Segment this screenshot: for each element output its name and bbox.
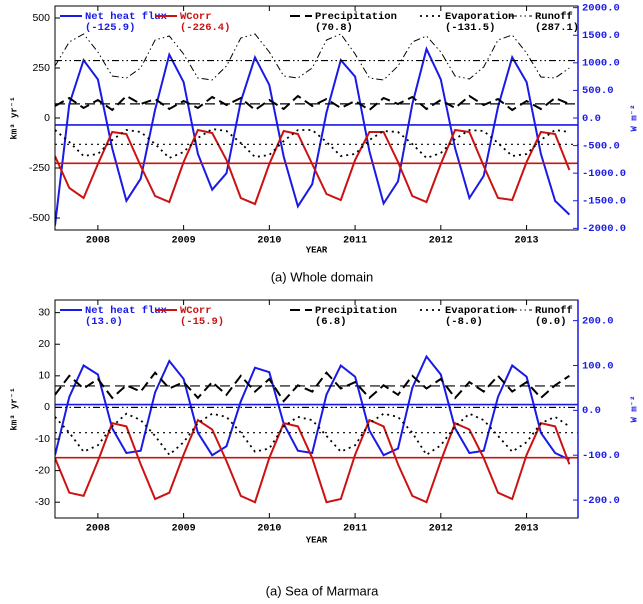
- legend-mean: (-226.4): [180, 22, 230, 34]
- legend-label: Net heat flux: [85, 11, 168, 23]
- legend-mean: (70.8): [315, 22, 353, 34]
- y-tick-label: 20: [38, 338, 50, 350]
- y-axis-label: km³ yr⁻¹: [9, 387, 19, 430]
- series-line: [55, 354, 570, 461]
- y2-tick-label: -1000.0: [582, 168, 626, 180]
- y2-tick-label: -200.0: [582, 495, 620, 507]
- legend-label: Evaporation: [445, 11, 514, 23]
- y-axis-label: km³ yr⁻¹: [9, 96, 19, 139]
- x-tick-label: 2010: [257, 524, 281, 535]
- legend-mean: (6.8): [315, 316, 347, 328]
- plot-area: [55, 354, 578, 504]
- x-tick-label: 2009: [172, 524, 196, 535]
- x-axis-label: YEAR: [306, 535, 328, 545]
- legend-label: Net heat flux: [85, 305, 168, 317]
- legend-mean: (-131.5): [445, 22, 495, 34]
- y2-tick-label: -500.0: [582, 140, 620, 152]
- legend-mean: (-15.9): [180, 316, 224, 328]
- legend-label: WCorr: [180, 305, 212, 317]
- y-tick-label: -500: [29, 212, 50, 224]
- plot-area: [55, 33, 578, 226]
- y-tick-label: 250: [32, 62, 50, 74]
- x-tick-label: 2011: [343, 524, 367, 535]
- y2-tick-label: 0.0: [582, 405, 601, 417]
- legend-mean: (287.1): [535, 22, 579, 34]
- series-line: [55, 371, 570, 403]
- legend-label: Evaporation: [445, 305, 514, 317]
- y-tick-label: -10: [35, 433, 50, 445]
- y-tick-label: -20: [35, 464, 50, 476]
- legend-label: WCorr: [180, 11, 212, 23]
- x-tick-label: 2012: [429, 236, 453, 247]
- caption: (a) Sea of Marmara: [266, 583, 379, 598]
- caption: (a) Whole domain: [271, 269, 374, 284]
- x-tick-label: 2013: [515, 236, 539, 247]
- series-line: [55, 33, 570, 81]
- y2-tick-label: 200.0: [582, 315, 614, 327]
- y2-tick-label: 100.0: [582, 360, 614, 372]
- x-tick-label: 2008: [86, 524, 110, 535]
- y2-tick-label: -2000.0: [582, 223, 626, 235]
- y2-tick-label: 500.0: [582, 85, 614, 97]
- y2-tick-label: 1000.0: [582, 58, 620, 70]
- y2-tick-label: 0.0: [582, 113, 601, 125]
- y-tick-label: 0: [44, 112, 50, 124]
- y2-tick-label: 1500.0: [582, 30, 620, 42]
- x-axis-label: YEAR: [306, 245, 328, 255]
- legend-label: Runoff: [535, 11, 573, 23]
- y2-axis-label: W m⁻²: [629, 104, 639, 131]
- y-tick-label: 0: [44, 401, 50, 413]
- y-tick-label: -30: [35, 496, 50, 508]
- legend-mean: (0.0): [535, 316, 567, 328]
- y2-tick-label: -1500.0: [582, 196, 626, 208]
- y2-tick-label: -100.0: [582, 450, 620, 462]
- y-tick-label: 500: [32, 12, 50, 24]
- legend-mean: (13.0): [85, 316, 123, 328]
- y-tick-label: 10: [38, 370, 50, 382]
- y-tick-label: 30: [38, 306, 50, 318]
- series-line: [55, 128, 571, 206]
- y2-tick-label: 2000.0: [582, 2, 620, 14]
- x-tick-label: 2010: [257, 236, 281, 247]
- series-line: [55, 46, 571, 226]
- y-tick-label: -250: [29, 162, 50, 174]
- x-tick-label: 2009: [172, 236, 196, 247]
- x-tick-label: 2013: [515, 524, 539, 535]
- legend-label: Runoff: [535, 305, 573, 317]
- x-tick-label: 2008: [86, 236, 110, 247]
- series-line: [55, 418, 571, 504]
- legend-label: Precipitation: [315, 305, 397, 317]
- x-tick-label: 2012: [429, 524, 453, 535]
- x-tick-label: 2011: [343, 236, 367, 247]
- legend-mean: (-8.0): [445, 316, 483, 328]
- plot-frame: [54, 299, 579, 519]
- legend-mean: (-125.9): [85, 22, 135, 34]
- y2-axis-label: W m⁻²: [629, 395, 639, 422]
- series-line: [55, 94, 570, 112]
- legend-label: Precipitation: [315, 11, 397, 23]
